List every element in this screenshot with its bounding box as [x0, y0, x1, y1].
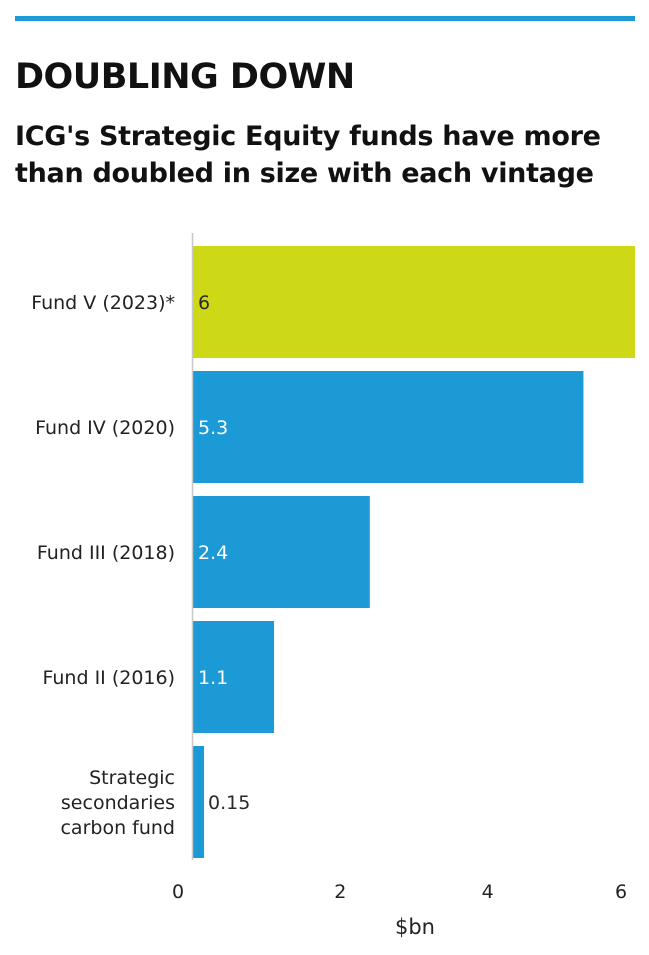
top-rule: [15, 16, 635, 21]
x-tick-label-2: 4: [482, 881, 494, 903]
bar-3: [193, 621, 275, 733]
bar-4: [193, 746, 205, 858]
value-label-4: 0.15: [208, 792, 250, 814]
category-label-4-2: carbon fund: [60, 817, 175, 839]
category-label-4-0: Strategic: [89, 767, 175, 789]
value-label-1: 5.3: [198, 417, 228, 439]
category-label-2-0: Fund III (2018): [37, 542, 175, 564]
x-axis-title: $bn: [395, 915, 435, 939]
value-label-3: 1.1: [198, 667, 228, 689]
value-label-2: 2.4: [198, 542, 228, 564]
x-tick-label-3: 6: [615, 881, 627, 903]
category-label-0-0: Fund V (2023)*: [31, 292, 175, 314]
value-label-0: 6: [198, 292, 210, 314]
category-label-3-0: Fund II (2016): [43, 667, 176, 689]
bar-2: [193, 496, 370, 608]
category-label-1-0: Fund IV (2020): [35, 417, 175, 439]
x-tick-label-0: 0: [172, 881, 184, 903]
headline: DOUBLING DOWN: [15, 57, 355, 97]
category-label-4-1: secondaries: [61, 792, 175, 814]
bar-1: [193, 371, 584, 483]
subhead: ICG's Strategic Equity funds have more t…: [15, 121, 601, 189]
x-tick-label-1: 2: [334, 881, 346, 903]
bar-0: [193, 246, 635, 358]
